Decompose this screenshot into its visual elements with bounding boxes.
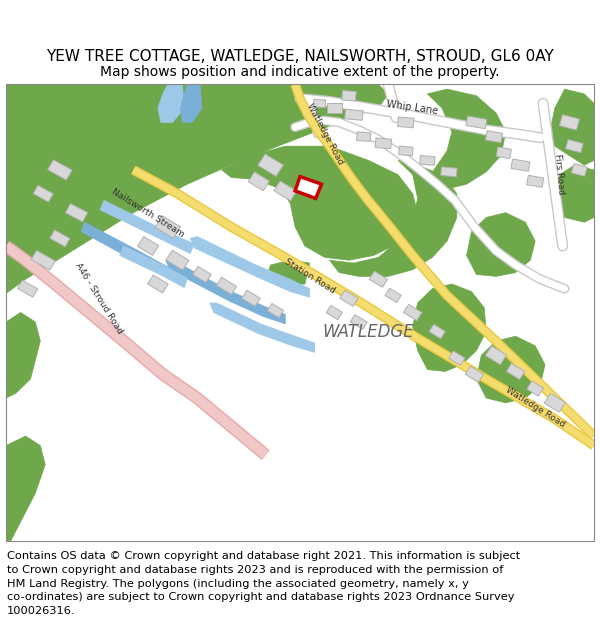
Bar: [496, 147, 511, 159]
Bar: [248, 172, 269, 191]
Bar: [327, 103, 341, 113]
Bar: [398, 117, 414, 128]
Text: Nailsworth Stream: Nailsworth Stream: [110, 187, 186, 239]
Polygon shape: [550, 89, 594, 165]
Polygon shape: [82, 222, 168, 276]
Bar: [403, 304, 422, 321]
Polygon shape: [221, 146, 418, 260]
Text: to Crown copyright and database rights 2023 and is reproduced with the permissio: to Crown copyright and database rights 2…: [7, 565, 503, 575]
Bar: [148, 275, 168, 293]
Text: Whip Lane: Whip Lane: [386, 99, 439, 117]
Text: WATLEDGE: WATLEDGE: [323, 322, 415, 341]
Polygon shape: [119, 246, 187, 288]
Polygon shape: [158, 84, 184, 122]
Polygon shape: [166, 260, 286, 324]
Bar: [242, 290, 260, 306]
Bar: [258, 154, 283, 176]
Polygon shape: [6, 312, 40, 398]
Bar: [356, 132, 371, 141]
Bar: [571, 164, 587, 176]
Polygon shape: [190, 236, 310, 298]
Bar: [544, 393, 565, 412]
Polygon shape: [6, 436, 45, 541]
Text: Watledge Road: Watledge Road: [305, 101, 344, 166]
Polygon shape: [290, 84, 388, 118]
Bar: [340, 290, 358, 306]
Bar: [50, 230, 70, 247]
Polygon shape: [476, 336, 545, 402]
Bar: [429, 324, 445, 339]
Text: Firs Road: Firs Road: [553, 154, 566, 196]
Bar: [137, 237, 158, 256]
Bar: [274, 181, 297, 201]
Polygon shape: [210, 303, 315, 352]
Bar: [369, 271, 388, 288]
Text: co-ordinates) are subject to Crown copyright and database rights 2023 Ordnance S: co-ordinates) are subject to Crown copyr…: [7, 592, 515, 602]
Bar: [419, 156, 435, 165]
Bar: [350, 314, 367, 329]
Bar: [485, 346, 506, 364]
Bar: [155, 216, 181, 238]
Polygon shape: [427, 89, 506, 189]
Text: Contains OS data © Crown copyright and database right 2021. This information is : Contains OS data © Crown copyright and d…: [7, 551, 520, 561]
Bar: [465, 366, 484, 382]
Text: Watledge Road: Watledge Road: [504, 386, 566, 429]
Text: HM Land Registry. The polygons (including the associated geometry, namely x, y: HM Land Registry. The polygons (includin…: [7, 579, 469, 589]
Bar: [527, 381, 544, 396]
Bar: [326, 306, 343, 319]
Bar: [559, 114, 580, 130]
Bar: [485, 131, 503, 142]
Bar: [33, 185, 53, 202]
Bar: [344, 109, 363, 120]
Polygon shape: [467, 213, 535, 276]
Bar: [449, 351, 465, 365]
Bar: [217, 278, 236, 294]
Bar: [441, 167, 457, 177]
Polygon shape: [413, 284, 486, 371]
Polygon shape: [329, 161, 457, 276]
Bar: [268, 304, 284, 318]
Polygon shape: [6, 84, 368, 294]
Bar: [47, 160, 72, 180]
Polygon shape: [6, 84, 251, 217]
Polygon shape: [100, 201, 194, 254]
Polygon shape: [555, 165, 594, 222]
Bar: [466, 116, 487, 129]
Bar: [398, 146, 413, 156]
Text: YEW TREE COTTAGE, WATLEDGE, NAILSWORTH, STROUD, GL6 0AY: YEW TREE COTTAGE, WATLEDGE, NAILSWORTH, …: [46, 49, 554, 64]
Polygon shape: [295, 177, 322, 199]
Bar: [313, 99, 326, 107]
Bar: [31, 251, 55, 270]
Bar: [65, 204, 88, 222]
Bar: [17, 281, 38, 297]
Bar: [385, 288, 401, 302]
Bar: [527, 176, 544, 188]
Bar: [193, 266, 211, 282]
Bar: [342, 91, 356, 101]
Text: Map shows position and indicative extent of the property.: Map shows position and indicative extent…: [100, 65, 500, 79]
Text: 100026316.: 100026316.: [7, 606, 76, 616]
Bar: [511, 159, 530, 171]
Bar: [566, 139, 583, 152]
Text: A46 - Stroud Road: A46 - Stroud Road: [74, 261, 125, 336]
Bar: [375, 138, 392, 149]
Polygon shape: [181, 84, 202, 122]
Text: Station Road: Station Road: [283, 258, 337, 296]
Polygon shape: [266, 260, 310, 286]
Bar: [166, 251, 189, 270]
Bar: [506, 363, 525, 379]
